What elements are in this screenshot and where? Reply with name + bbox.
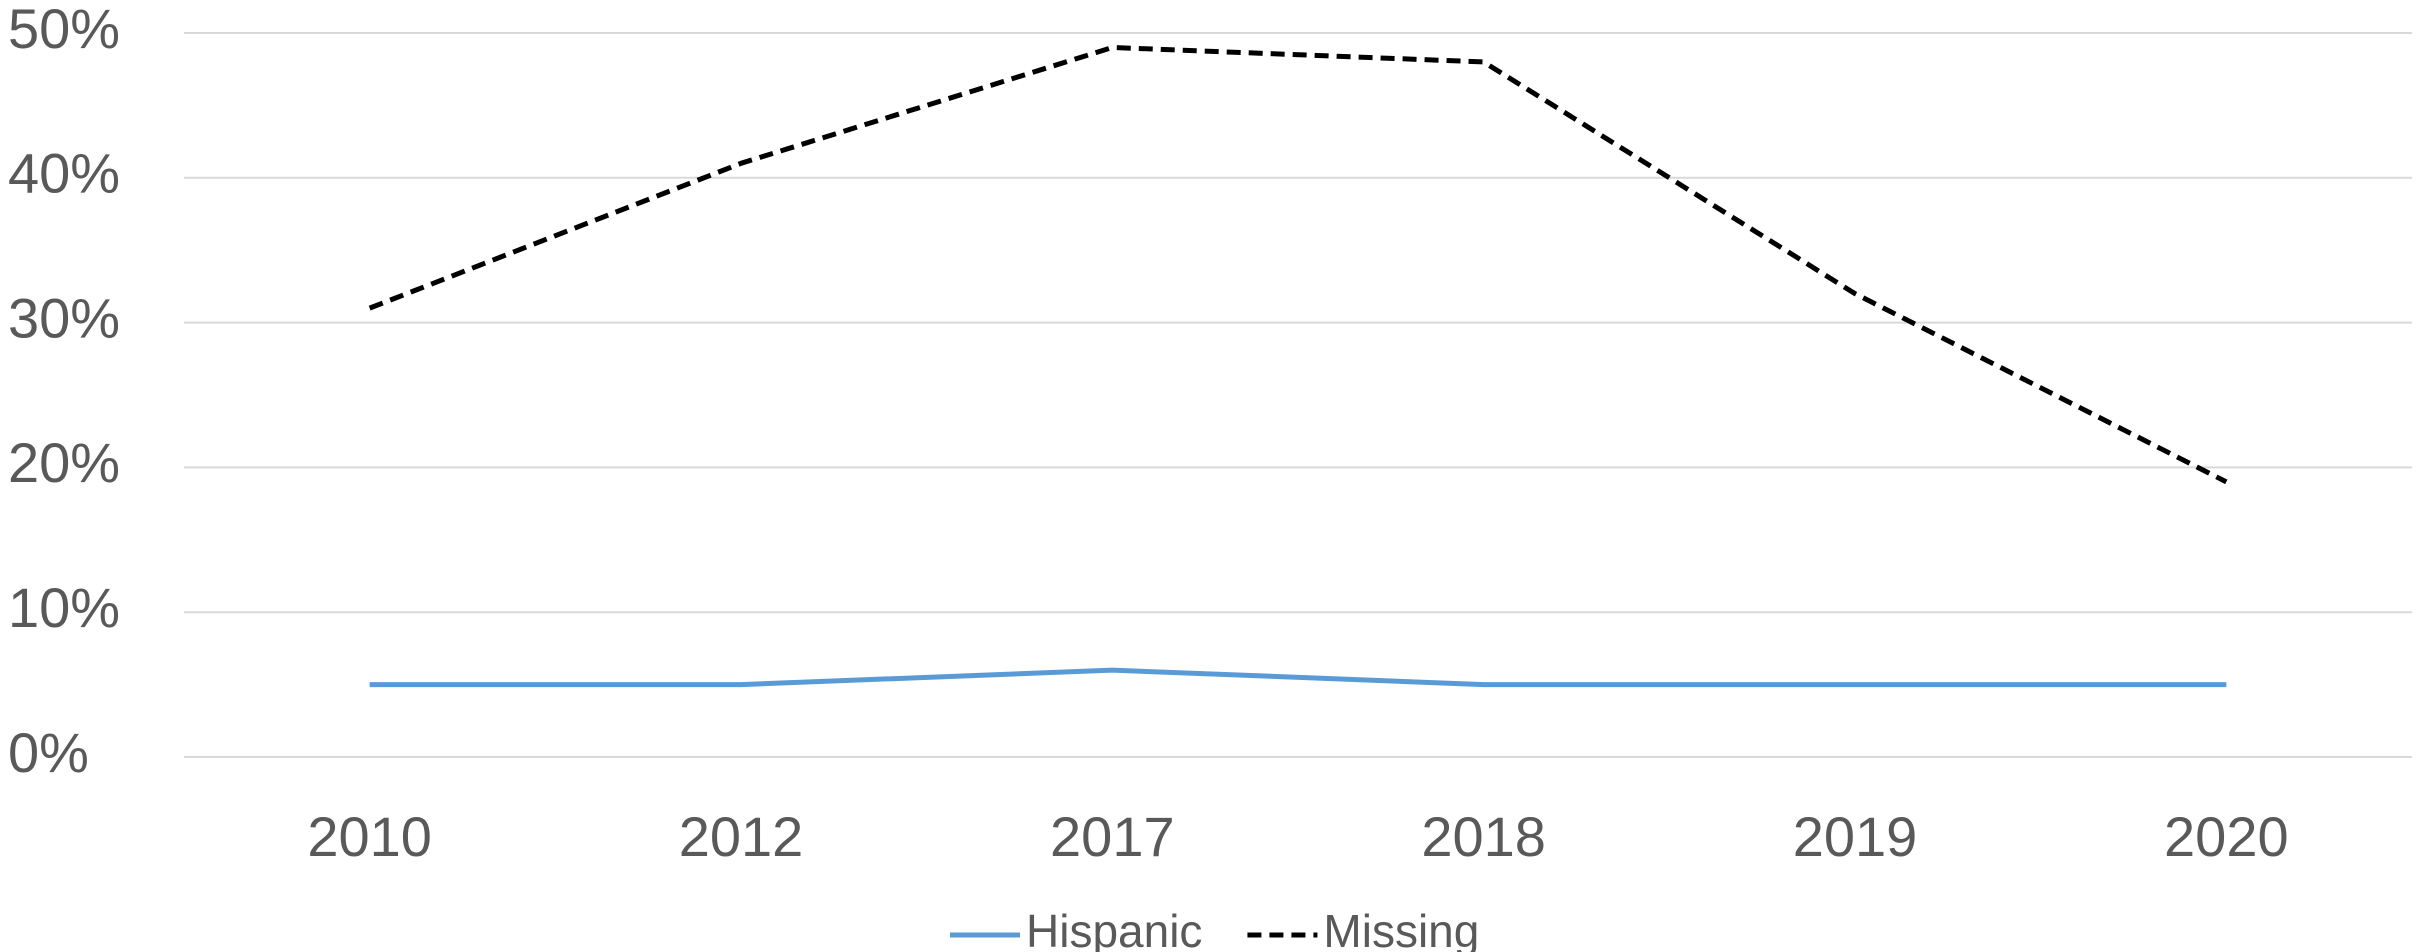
legend-label: Missing [1323,905,1479,952]
legend-label: Hispanic [1026,905,1202,952]
series-line [368,44,2228,485]
y-tick-label: 40% [8,142,120,205]
y-tick-label: 30% [8,286,120,349]
x-tick-label: 2012 [679,805,804,868]
y-tick-label: 0% [8,721,89,784]
y-tick-label: 50% [8,0,120,60]
x-tick-label: 2019 [1793,805,1918,868]
x-tick-label: 2017 [1050,805,1175,868]
series-line [369,667,2227,688]
y-tick-label: 10% [8,576,120,639]
x-tick-label: 2018 [1421,805,1546,868]
y-tick-label: 20% [8,431,120,494]
x-tick-label: 2020 [2164,805,2289,868]
x-tick-label: 2010 [307,805,432,868]
